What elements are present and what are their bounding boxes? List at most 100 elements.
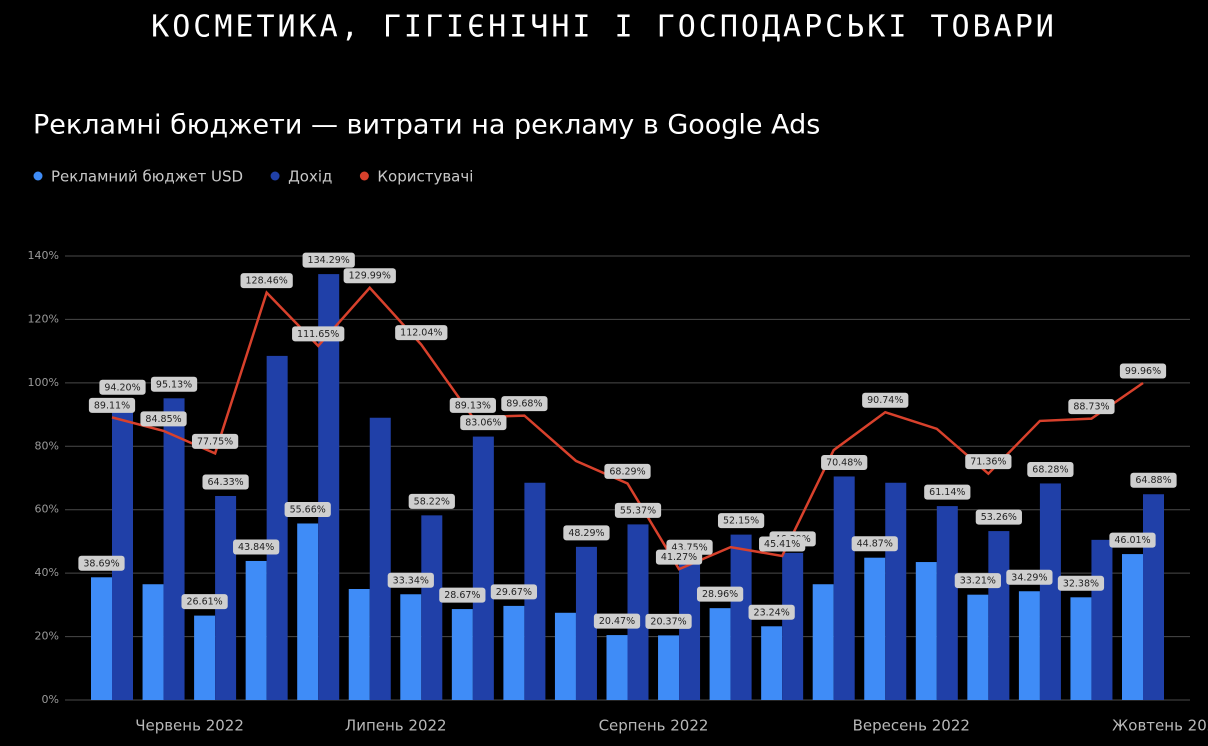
data-label-text: 77.75%: [197, 436, 233, 447]
bar: [112, 401, 133, 700]
x-tick-label: Жовтень 2022: [1112, 717, 1208, 735]
data-label-text: 68.28%: [1032, 464, 1068, 475]
data-label-box: [1068, 399, 1115, 415]
data-label-text: 46.01%: [1114, 535, 1150, 546]
data-label: 48.29%: [563, 525, 610, 541]
data-label-box: [449, 397, 496, 413]
data-label: 95.13%: [150, 376, 198, 392]
bar: [885, 482, 907, 700]
data-label-box: [645, 613, 692, 629]
data-label-text: 64.88%: [1135, 475, 1171, 486]
data-label-text: 112.04%: [400, 328, 442, 339]
data-label: 90.74%: [862, 392, 909, 408]
data-label: 70.48%: [821, 454, 868, 470]
data-label-box: [1057, 575, 1105, 591]
bar: [266, 355, 288, 700]
bar: [709, 608, 731, 700]
data-label-text: 38.69%: [83, 558, 119, 569]
data-label-box: [88, 397, 136, 413]
data-label: 33.21%: [954, 573, 1001, 589]
data-label: 20.37%: [645, 613, 692, 629]
bar: [812, 584, 834, 700]
data-label: 33.34%: [387, 572, 434, 588]
data-label-text: 94.20%: [104, 382, 140, 393]
bar: [936, 506, 958, 700]
data-label: 89.68%: [501, 396, 548, 412]
y-tick-label: 60%: [35, 503, 59, 516]
y-tick-label: 80%: [35, 439, 59, 452]
data-label: 134.29%: [302, 252, 355, 268]
data-label-text: 53.26%: [981, 512, 1017, 523]
data-label: 84.85%: [140, 411, 187, 427]
chart-subtitle: Рекламні бюджети — витрати на рекламу в …: [33, 110, 820, 141]
bar: [679, 561, 701, 700]
data-label-text: 70.48%: [826, 457, 862, 468]
data-label: 99.96%: [1119, 363, 1167, 379]
data-label-box: [1027, 461, 1074, 477]
y-tick-label: 140%: [28, 249, 59, 262]
data-label-box: [202, 474, 249, 490]
data-label-box: [395, 325, 448, 341]
data-label: 38.69%: [78, 555, 125, 571]
bar: [575, 546, 597, 700]
data-label: 46.01%: [1109, 532, 1156, 548]
data-label-box: [460, 415, 507, 431]
data-label-box: [490, 584, 538, 600]
data-label: 44.87%: [851, 536, 898, 552]
data-label-text: 33.34%: [393, 575, 429, 586]
bar: [730, 534, 752, 700]
data-label-box: [1109, 532, 1156, 548]
bar: [1122, 554, 1143, 700]
data-label-text: 128.46%: [246, 276, 288, 287]
bar: [194, 615, 216, 700]
data-label: 64.33%: [202, 474, 249, 490]
data-label: 43.84%: [233, 539, 280, 555]
data-label-text: 61.14%: [929, 487, 965, 498]
data-label: 64.88%: [1130, 472, 1177, 488]
data-label-text: 90.74%: [867, 395, 903, 406]
data-label-text: 129.99%: [349, 271, 391, 282]
legend-marker: [33, 171, 43, 181]
bar: [864, 557, 886, 700]
legend-marker: [270, 171, 280, 181]
data-label-text: 23.24%: [754, 607, 790, 618]
data-label-box: [748, 604, 795, 620]
bar: [627, 524, 649, 700]
data-label-box: [181, 594, 228, 610]
bar: [554, 612, 576, 700]
data-label-box: [593, 613, 641, 629]
data-label: 52.15%: [717, 513, 765, 529]
data-label: 128.46%: [240, 273, 293, 289]
data-label-box: [191, 433, 239, 449]
data-label: 129.99%: [343, 268, 396, 284]
data-label-box: [851, 536, 898, 552]
data-label-text: 88.73%: [1073, 402, 1109, 413]
data-label-text: 64.33%: [207, 477, 243, 488]
bar: [503, 605, 525, 700]
data-label-text: 68.29%: [609, 466, 645, 477]
data-label-text: 84.85%: [145, 414, 181, 425]
bar: [761, 626, 783, 700]
data-label: 20.47%: [593, 613, 641, 629]
data-label-box: [78, 555, 125, 571]
data-label: 77.75%: [191, 433, 239, 449]
data-label-text: 44.87%: [857, 539, 893, 550]
data-label-box: [387, 572, 434, 588]
bar: [163, 398, 185, 700]
data-label: 34.29%: [1006, 569, 1053, 585]
data-label-text: 111.65%: [297, 329, 339, 340]
data-label-box: [655, 549, 703, 565]
data-label-text: 41.27%: [661, 552, 697, 563]
legend-label: Дохід: [288, 168, 332, 186]
x-tick-label: Вересень 2022: [853, 717, 970, 735]
data-label: 83.06%: [460, 415, 507, 431]
data-label-box: [975, 509, 1022, 525]
data-label-text: 71.36%: [970, 457, 1006, 468]
data-label-text: 28.67%: [444, 590, 480, 601]
legend-label: Рекламний бюджет USD: [51, 168, 243, 186]
data-label: 55.37%: [614, 502, 662, 518]
data-label: 53.26%: [975, 509, 1022, 525]
data-label: 58.22%: [408, 493, 455, 509]
data-label-text: 20.37%: [650, 616, 686, 627]
data-label-box: [408, 493, 455, 509]
